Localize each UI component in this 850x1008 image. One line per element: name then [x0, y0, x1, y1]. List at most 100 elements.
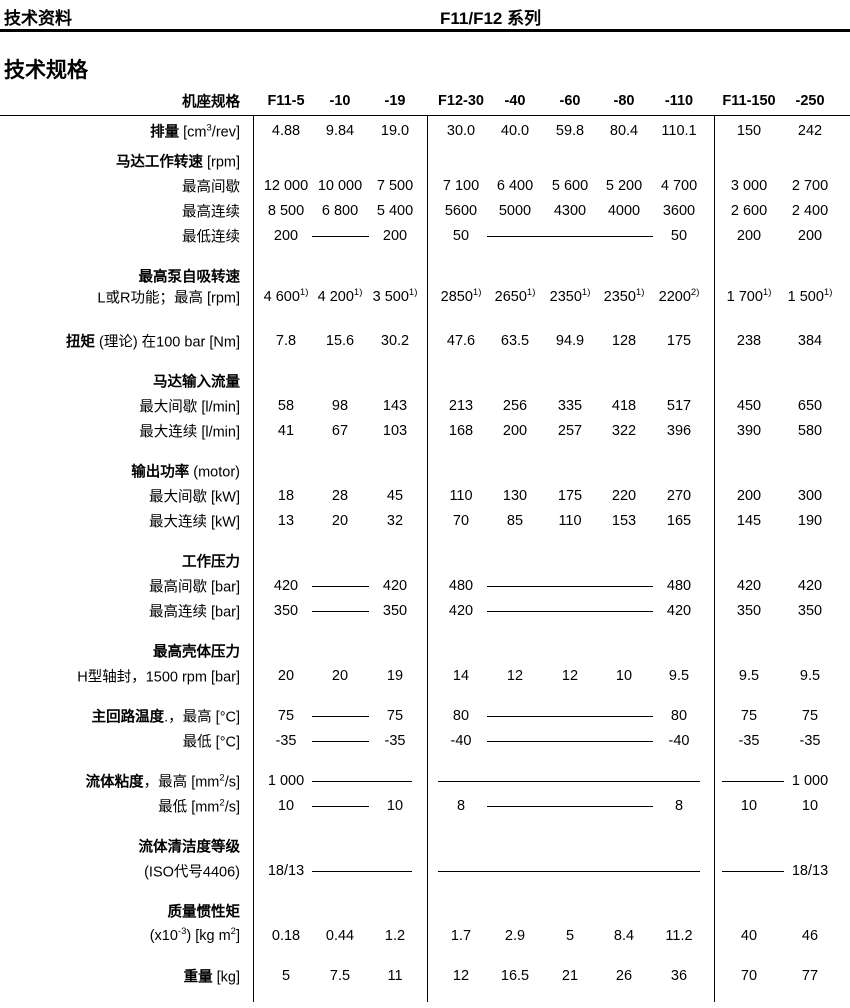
row-label: 排量 [cm3/rev] [150, 122, 240, 141]
table-cell: 420 [448, 603, 474, 619]
table-cell: 200 [382, 228, 408, 244]
table-cell: 18 [277, 488, 295, 504]
table-cell: 9.5 [799, 668, 821, 684]
table-cell: 200 [502, 423, 528, 439]
table-cell: 7 100 [442, 178, 480, 194]
table-cell: 190 [797, 513, 823, 529]
row-label: 最高连续 [bar] [148, 604, 240, 621]
table-cell: 0.44 [325, 928, 355, 944]
table-cell: 5600 [444, 203, 478, 219]
table-cell: 7.5 [329, 968, 351, 984]
same-value-line [487, 716, 653, 717]
column-header: F12-30 [438, 93, 484, 109]
table-cell: 9.5 [738, 668, 760, 684]
table-cell: -35 [275, 733, 297, 749]
columns-label: 机座规格 [182, 94, 240, 111]
table-cell: 26501) [494, 287, 536, 305]
table-cell: 75 [740, 708, 758, 724]
table-cell: 257 [557, 423, 583, 439]
table-cell: 23501) [549, 287, 591, 305]
table-cell: -40 [668, 733, 690, 749]
table-cell: 40.0 [500, 123, 530, 139]
table-cell: 80 [452, 708, 470, 724]
table-cell: 3600 [662, 203, 696, 219]
table-cell: 238 [736, 333, 762, 349]
row-label: 流体粘度，最高 [mm2/s] [85, 772, 240, 791]
row-label: 扭矩 (理论) 在100 bar [Nm] [65, 334, 240, 351]
table-cell: 200 [797, 228, 823, 244]
table-cell: 5 [281, 968, 291, 984]
table-cell: 300 [797, 488, 823, 504]
table-cell: 517 [666, 398, 692, 414]
table-cell: 242 [797, 123, 823, 139]
table-cell: 15.6 [325, 333, 355, 349]
table-cell: 580 [797, 423, 823, 439]
row-label: 流体清洁度等级 [138, 839, 241, 856]
table-cell: 8 500 [267, 203, 305, 219]
table-cell: 200 [736, 228, 762, 244]
table-cell: 13 [277, 513, 295, 529]
same-value-line [312, 871, 412, 872]
table-cell: 75 [801, 708, 819, 724]
table-cell: 98 [331, 398, 349, 414]
table-cell: 19 [386, 668, 404, 684]
table-cell: 21 [561, 968, 579, 984]
table-cell: 75 [386, 708, 404, 724]
row-label: 主回路温度.，最高 [°C] [91, 709, 240, 726]
table-cell: 40 [740, 928, 758, 944]
table-cell: 20 [277, 668, 295, 684]
table-cell: 350 [797, 603, 823, 619]
table-cell: 14 [452, 668, 470, 684]
row-label: (x10-3) [kg m2] [149, 926, 240, 944]
table-cell: 30.0 [446, 123, 476, 139]
table-cell: 80 [670, 708, 688, 724]
table-cell: 1 000 [267, 773, 305, 789]
table-cell: 4 700 [660, 178, 698, 194]
table-cell: 12 000 [263, 178, 309, 194]
table-divider [253, 115, 254, 1002]
table-cell: 30.2 [380, 333, 410, 349]
table-cell: 32 [386, 513, 404, 529]
table-cell: 4 2001) [317, 287, 363, 305]
table-cell: 4300 [553, 203, 587, 219]
table-cell: 8.4 [613, 928, 635, 944]
same-value-line [438, 871, 700, 872]
page-title: 技术规格 [4, 59, 88, 82]
table-cell: 12 [506, 668, 524, 684]
table-cell: 175 [557, 488, 583, 504]
table-cell: 420 [666, 603, 692, 619]
table-cell: -35 [799, 733, 821, 749]
table-cell: 420 [797, 578, 823, 594]
table-cell: 4.88 [271, 123, 301, 139]
row-label: 最大连续 [l/min] [139, 424, 240, 441]
table-cell: 5 400 [376, 203, 414, 219]
same-value-line [312, 741, 369, 742]
column-header: -10 [329, 93, 351, 109]
row-label: 马达输入流量 [153, 374, 240, 391]
table-cell: 94.9 [555, 333, 585, 349]
table-cell: 10 [615, 668, 633, 684]
table-cell: 5000 [498, 203, 532, 219]
table-cell: 10 [801, 798, 819, 814]
table-cell: 75 [277, 708, 295, 724]
table-cell: 3 000 [730, 178, 768, 194]
table-cell: 10 [740, 798, 758, 814]
row-label: 工作压力 [182, 554, 240, 571]
column-header: F11-150 [722, 93, 776, 109]
header-series-title: F11/F12 系列 [440, 9, 542, 28]
table-cell: 1 7001) [726, 287, 772, 305]
table-cell: 420 [273, 578, 299, 594]
table-cell: 350 [273, 603, 299, 619]
table-cell: 5 [565, 928, 575, 944]
row-label: H型轴封，1500 rpm [bar] [77, 669, 240, 686]
table-cell: 2 700 [791, 178, 829, 194]
row-label: 最高壳体压力 [153, 644, 240, 661]
table-cell: 5 200 [605, 178, 643, 194]
table-cell: 50 [670, 228, 688, 244]
table-cell: 4 6001) [263, 287, 309, 305]
table-cell: 50 [452, 228, 470, 244]
table-cell: 175 [666, 333, 692, 349]
table-cell: 1 5001) [787, 287, 833, 305]
column-header: -80 [613, 93, 635, 109]
